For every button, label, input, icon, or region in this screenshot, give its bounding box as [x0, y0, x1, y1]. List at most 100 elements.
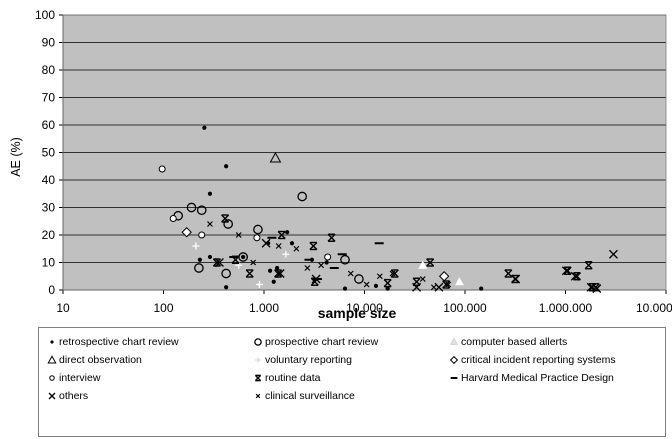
y-tick-label: 70 — [42, 91, 56, 105]
y-tick-label: 20 — [42, 228, 56, 242]
data-point — [430, 284, 437, 291]
data-point — [342, 286, 348, 291]
legend-label: critical incident reporting systems — [461, 354, 616, 366]
data-point — [418, 260, 428, 269]
series-small-x — [207, 221, 452, 291]
data-point — [277, 230, 286, 240]
x-tick-label: 10 — [56, 301, 70, 315]
legend-label: prospective chart review — [265, 336, 379, 348]
data-point — [434, 282, 444, 292]
data-point — [327, 233, 336, 242]
data-point — [207, 191, 213, 196]
data-point — [592, 284, 602, 294]
data-point — [304, 265, 311, 271]
series-dash — [229, 236, 384, 280]
data-point — [207, 221, 213, 227]
data-point — [221, 268, 231, 279]
data-point — [511, 274, 521, 284]
data-point — [324, 253, 332, 261]
axes — [59, 14, 667, 294]
data-point — [373, 283, 379, 288]
data-point — [297, 191, 308, 202]
data-point — [309, 241, 318, 251]
legend-label: others — [59, 390, 89, 402]
legend-marker — [49, 375, 55, 381]
data-point — [241, 254, 246, 260]
data-point — [274, 265, 280, 271]
data-point — [274, 269, 283, 278]
data-point — [289, 241, 295, 246]
legend-label: interview — [59, 372, 101, 384]
data-point — [169, 215, 177, 222]
data-point — [389, 270, 396, 277]
y-tick-label: 40 — [42, 173, 56, 187]
y-tick-label: 90 — [42, 36, 56, 50]
data-point — [196, 205, 207, 216]
data-point — [318, 262, 325, 269]
series-triangle — [269, 151, 282, 163]
data-point — [385, 286, 390, 291]
data-point — [311, 274, 321, 284]
data-point — [285, 230, 290, 235]
data-point — [212, 258, 221, 267]
data-point — [586, 282, 596, 292]
data-point — [442, 280, 451, 289]
legend-marker — [450, 377, 458, 379]
x-tick-label: 10.000.000 — [636, 301, 672, 315]
y-tick-label: 100 — [35, 8, 55, 22]
data-point — [197, 257, 202, 262]
x-tick-label: 10.000 — [346, 301, 383, 315]
x-tick-label: 1.000.000 — [539, 301, 593, 315]
legend-marker — [254, 374, 262, 382]
legend-marker — [47, 355, 57, 364]
legend-label: computer based allerts — [461, 336, 568, 348]
legend-label: retrospective chart review — [59, 336, 179, 348]
data-point — [261, 238, 271, 248]
legend-label: routine data — [265, 372, 321, 384]
series-circle — [173, 191, 364, 284]
data-point — [253, 234, 261, 242]
data-point — [221, 214, 230, 223]
data-point — [376, 273, 383, 280]
data-point — [202, 125, 207, 130]
data-point — [250, 259, 257, 266]
legend-marker — [253, 354, 265, 366]
data-point — [271, 279, 276, 284]
data-point — [383, 278, 392, 288]
data-point — [194, 263, 204, 273]
data-point — [570, 271, 580, 281]
y-tick-label: 80 — [42, 63, 56, 77]
data-point — [224, 164, 229, 169]
data-point — [275, 243, 282, 249]
data-point — [454, 277, 464, 286]
data-points — [158, 125, 618, 294]
data-point — [207, 254, 213, 260]
data-point — [158, 165, 166, 173]
legend-marker — [449, 336, 461, 348]
data-point — [479, 286, 484, 291]
x-tick-label: 100 — [153, 301, 173, 315]
x-tick-label: 100.000 — [443, 301, 487, 315]
data-point — [192, 242, 200, 250]
data-point — [584, 261, 593, 270]
data-point — [214, 258, 224, 267]
legend-label: direct observation — [59, 354, 142, 366]
data-point — [347, 270, 354, 277]
legend-marker — [254, 338, 262, 346]
legend-marker — [255, 393, 261, 399]
legend-label: voluntary reporting — [265, 354, 352, 366]
data-point — [354, 274, 364, 284]
legend-marker — [50, 340, 54, 344]
data-point — [245, 269, 254, 278]
data-point — [253, 224, 263, 235]
data-point — [268, 268, 273, 273]
data-point — [390, 269, 399, 278]
y-tick-label: 30 — [42, 201, 56, 215]
data-point — [223, 219, 234, 229]
y-tick-label: 0 — [48, 283, 55, 297]
series-bowtie — [212, 214, 600, 292]
series-small-circle — [158, 165, 332, 261]
legend-marker — [48, 392, 56, 400]
y-tick-label: 50 — [42, 146, 56, 160]
